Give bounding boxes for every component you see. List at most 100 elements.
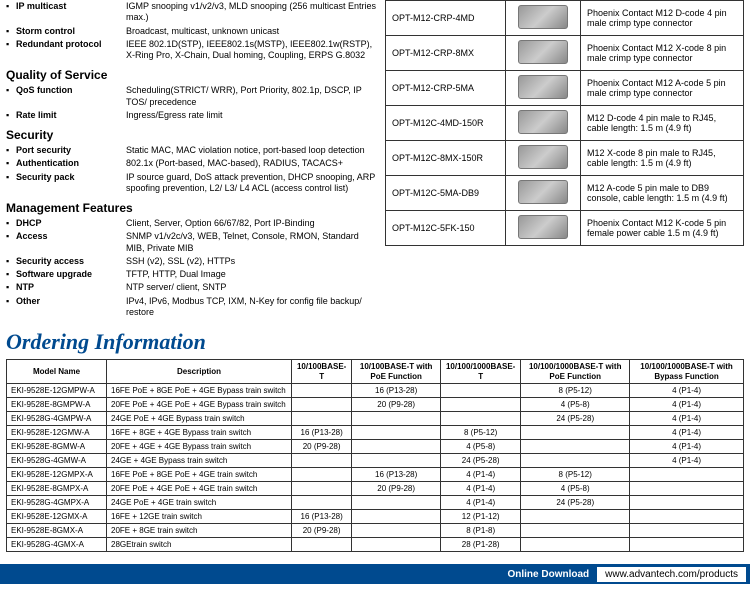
cell-desc: 20FE + 8GE train switch bbox=[107, 524, 292, 538]
cell-desc: 16FE PoE + 8GE PoE + 4GE Bypass train sw… bbox=[107, 384, 292, 398]
cell-c1: 20 (P9-28) bbox=[292, 524, 352, 538]
cell-c1 bbox=[292, 468, 352, 482]
spec-label: QoS function bbox=[16, 85, 126, 96]
th-desc: Description bbox=[107, 360, 292, 384]
cell-desc: 24GE + 4GE Bypass train switch bbox=[107, 454, 292, 468]
connector-part: OPT-M12-CRP-8MX bbox=[386, 36, 506, 71]
cell-c3: 4 (P1-4) bbox=[441, 468, 521, 482]
spec-label: NTP bbox=[16, 282, 126, 293]
bullet-icon: ▪ bbox=[6, 26, 16, 37]
cell-c4 bbox=[521, 524, 630, 538]
cell-model: EKI-9528E-12GMPX-A bbox=[7, 468, 107, 482]
th-c5: 10/100/1000BASE-T with Bypass Function bbox=[630, 360, 744, 384]
th-c3: 10/100/1000BASE-T bbox=[441, 360, 521, 384]
cell-c3: 24 (P5-28) bbox=[441, 454, 521, 468]
spec-label: Rate limit bbox=[16, 110, 126, 121]
th-model: Model Name bbox=[7, 360, 107, 384]
cell-model: EKI-9528E-12GMW-A bbox=[7, 426, 107, 440]
bullet-icon: ▪ bbox=[6, 110, 16, 121]
ordering-row: EKI-9528E-12GMPX-A16FE PoE + 8GE PoE + 4… bbox=[7, 468, 744, 482]
spec-subheading: Security bbox=[6, 128, 379, 142]
cell-c1 bbox=[292, 398, 352, 412]
bullet-icon: ▪ bbox=[6, 1, 16, 12]
cell-c2: 20 (P9-28) bbox=[352, 482, 441, 496]
cell-c4 bbox=[521, 538, 630, 552]
cell-c5: 4 (P1-4) bbox=[630, 384, 744, 398]
cell-model: EKI-9528E-8GMW-A bbox=[7, 440, 107, 454]
cell-c1: 16 (P13-28) bbox=[292, 510, 352, 524]
connector-desc: M12 X-code 8 pin male to RJ45, cable len… bbox=[581, 141, 744, 176]
cell-c3: 8 (P5-12) bbox=[441, 426, 521, 440]
cell-c3 bbox=[441, 398, 521, 412]
spec-row: ▪Rate limitIngress/Egress rate limit bbox=[6, 109, 379, 122]
cell-c2: 16 (P13-28) bbox=[352, 468, 441, 482]
connector-image bbox=[518, 5, 568, 29]
connector-row: OPT-M12C-4MD-150RM12 D-code 4 pin male t… bbox=[386, 106, 744, 141]
connector-image bbox=[518, 180, 568, 204]
cell-c4: 4 (P5-8) bbox=[521, 398, 630, 412]
cell-c1: 16 (P13-28) bbox=[292, 426, 352, 440]
spec-value: IP source guard, DoS attack prevention, … bbox=[126, 172, 379, 195]
bullet-icon: ▪ bbox=[6, 269, 16, 280]
spec-label: DHCP bbox=[16, 218, 126, 229]
connector-image-cell bbox=[506, 1, 581, 36]
spec-label: Port security bbox=[16, 145, 126, 156]
bullet-icon: ▪ bbox=[6, 158, 16, 169]
cell-c2 bbox=[352, 496, 441, 510]
connector-image bbox=[518, 75, 568, 99]
cell-desc: 28GEtrain switch bbox=[107, 538, 292, 552]
spec-subheading: Management Features bbox=[6, 201, 379, 215]
cell-c5 bbox=[630, 524, 744, 538]
cell-c3 bbox=[441, 384, 521, 398]
connector-image bbox=[518, 215, 568, 239]
ordering-row: EKI-9528E-8GMX-A20FE + 8GE train switch2… bbox=[7, 524, 744, 538]
cell-c2 bbox=[352, 524, 441, 538]
cell-c5 bbox=[630, 538, 744, 552]
cell-c4: 24 (P5-28) bbox=[521, 412, 630, 426]
spec-row: ▪NTPNTP server/ client, SNTP bbox=[6, 281, 379, 294]
spec-row: ▪OtherIPv4, IPv6, Modbus TCP, IXM, N-Key… bbox=[6, 295, 379, 320]
ordering-row: EKI-9528G-4GMW-A24GE + 4GE Bypass train … bbox=[7, 454, 744, 468]
cell-c3: 4 (P1-4) bbox=[441, 496, 521, 510]
ordering-row: EKI-9528G-4GMPX-A24GE PoE + 4GE train sw… bbox=[7, 496, 744, 510]
spec-value: Static MAC, MAC violation notice, port-b… bbox=[126, 145, 379, 156]
cell-c4 bbox=[521, 426, 630, 440]
cell-model: EKI-9528E-8GMPX-A bbox=[7, 482, 107, 496]
spec-column: ▪IP multicastIGMP snooping v1/v2/v3, MLD… bbox=[0, 0, 385, 325]
cell-c5: 4 (P1-4) bbox=[630, 440, 744, 454]
spec-label: Software upgrade bbox=[16, 269, 126, 280]
connector-image-cell bbox=[506, 36, 581, 71]
cell-c4: 4 (P5-8) bbox=[521, 482, 630, 496]
spec-row: ▪Storm controlBroadcast, multicast, unkn… bbox=[6, 25, 379, 38]
spec-row: ▪AccessSNMP v1/v2c/v3, WEB, Telnet, Cons… bbox=[6, 230, 379, 255]
connector-row: OPT-M12C-5MA-DB9M12 A-code 5 pin male to… bbox=[386, 176, 744, 211]
cell-c4 bbox=[521, 440, 630, 454]
spec-label: Redundant protocol bbox=[16, 39, 126, 50]
connector-row: OPT-M12C-5FK-150Phoenix Contact M12 K-co… bbox=[386, 211, 744, 246]
cell-c1: 20 (P9-28) bbox=[292, 440, 352, 454]
ordering-table: Model Name Description 10/100BASE-T 10/1… bbox=[6, 359, 744, 552]
spec-label: Access bbox=[16, 231, 126, 242]
connector-image bbox=[518, 40, 568, 64]
cell-c1 bbox=[292, 482, 352, 496]
spec-label: Other bbox=[16, 296, 126, 307]
bullet-icon: ▪ bbox=[6, 145, 16, 156]
cell-c2 bbox=[352, 412, 441, 426]
ordering-row: EKI-9528E-12GMW-A16FE + 8GE + 4GE Bypass… bbox=[7, 426, 744, 440]
cell-desc: 20FE + 4GE + 4GE Bypass train switch bbox=[107, 440, 292, 454]
download-url[interactable]: www.advantech.com/products bbox=[597, 567, 746, 582]
cell-desc: 16FE + 12GE train switch bbox=[107, 510, 292, 524]
connector-desc: Phoenix Contact M12 K-code 5 pin female … bbox=[581, 211, 744, 246]
spec-value: SSH (v2), SSL (v2), HTTPs bbox=[126, 256, 379, 267]
bullet-icon: ▪ bbox=[6, 85, 16, 96]
bullet-icon: ▪ bbox=[6, 39, 16, 50]
bullet-icon: ▪ bbox=[6, 231, 16, 242]
download-label: Online Download bbox=[499, 569, 597, 580]
th-c1: 10/100BASE-T bbox=[292, 360, 352, 384]
spec-label: Authentication bbox=[16, 158, 126, 169]
connector-image-cell bbox=[506, 71, 581, 106]
connector-row: OPT-M12-CRP-5MAPhoenix Contact M12 A-cod… bbox=[386, 71, 744, 106]
th-c2: 10/100BASE-T with PoE Function bbox=[352, 360, 441, 384]
connector-image bbox=[518, 145, 568, 169]
cell-c1 bbox=[292, 496, 352, 510]
